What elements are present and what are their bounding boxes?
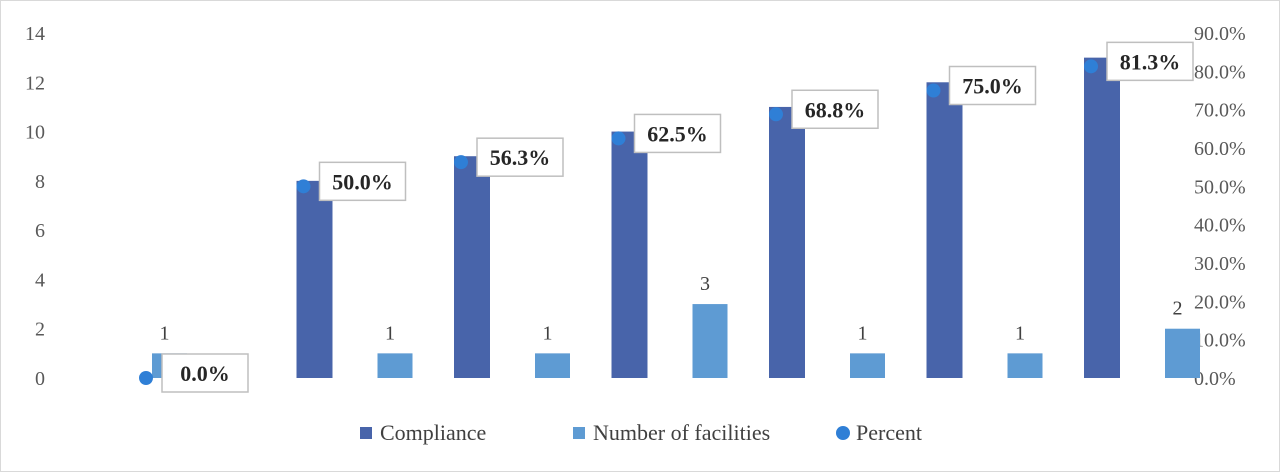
percent-data-label: 50.0% [332,169,393,194]
percent-label-box [948,65,1037,106]
right-axis-tick-label: 70.0% [1194,100,1246,122]
right-axis-tick-label: 60.0% [1194,138,1246,160]
right-axis-tick-label: 80.0% [1194,61,1246,83]
percent-data-label: 56.3% [490,145,551,170]
right-axis-tick-label: 10.0% [1194,330,1246,352]
left-axis-tick-label: 0 [35,368,45,390]
right-axis-tick-label: 90.0% [1194,23,1246,45]
facilities-data-label: 1 [160,322,170,344]
right-axis-tick-label: 20.0% [1194,291,1246,313]
left-axis-tick-label: 14 [25,23,45,45]
facilities-bar [1007,353,1043,378]
percent-point [454,155,468,170]
percent-data-label: 75.0% [962,74,1023,99]
percent-point [296,179,311,194]
percent-data-label: 68.8% [805,97,866,122]
compliance-bar [454,156,490,378]
right-axis-tick-label: 50.0% [1194,176,1246,198]
percent-point [139,371,153,385]
facilities-bar [377,353,413,378]
right-axis-tick-label: 0.0% [1194,368,1236,390]
facilities-data-label: 1 [385,322,395,344]
left-axis-tick-label: 10 [25,122,45,144]
facilities-data-label: 1 [858,322,868,344]
compliance-bar [611,131,648,378]
legend-label: Percent [856,420,922,445]
legend-label: Number of facilities [593,420,770,445]
compliance-bar [1084,57,1120,379]
left-axis-tick-label: 6 [35,220,45,242]
right-axis-tick-label: 40.0% [1194,215,1246,237]
facilities-bar [535,353,570,378]
left-axis-ticks: 0 2 4 6 8 10 12 14 [25,23,45,390]
percent-data-label: 62.5% [647,121,708,146]
right-axis-ticks: 0.0% 10.0% 20.0% 30.0% 40.0% 50.0% 60.0% 70.0% 8… [1194,23,1246,390]
facilities-data-label: 2 [1173,298,1183,320]
right-axis-tick-label: 30.0% [1194,253,1246,275]
compliance-bar [296,180,333,378]
percent-label-box [476,137,564,177]
percent-label-box [161,353,249,393]
facilities-data-label: 1 [543,322,553,344]
facilities-bar [692,304,728,378]
percent-label-box [791,89,879,130]
facilities-data-label: 1 [1015,322,1025,344]
percent-points-layer: 0.0% 50.0% 56.3% 62.5% 68.8% 75.0% 81.3% [139,41,1194,393]
percent-point [926,83,941,98]
facilities-bar [850,353,885,378]
percent-label-box [1106,41,1194,82]
percent-data-label: 81.3% [1120,49,1181,74]
left-axis-tick-label: 8 [35,171,45,193]
legend: Compliance Number of facilities Percent [360,420,922,445]
percent-label-box [633,113,722,154]
legend-marker [836,426,850,440]
left-axis-tick-label: 12 [25,72,45,94]
percent-data-label: 0.0% [180,361,230,386]
percent-point [769,107,783,122]
facilities-bar [1165,328,1200,378]
compliance-bar [769,106,805,378]
percent-label-box [318,161,407,202]
legend-label: Compliance [380,420,486,445]
legend-swatch [360,427,372,439]
left-axis-tick-label: 2 [35,319,45,341]
facilities-data-label: 3 [700,273,710,295]
compliance-bar [926,82,963,379]
left-axis-tick-label: 4 [35,269,45,291]
bars-layer [152,57,1200,379]
percent-point [611,131,626,146]
percent-point [1084,59,1098,74]
legend-swatch [573,427,585,439]
bar-data-labels: 1 1 1 3 1 1 2 [160,273,1183,344]
